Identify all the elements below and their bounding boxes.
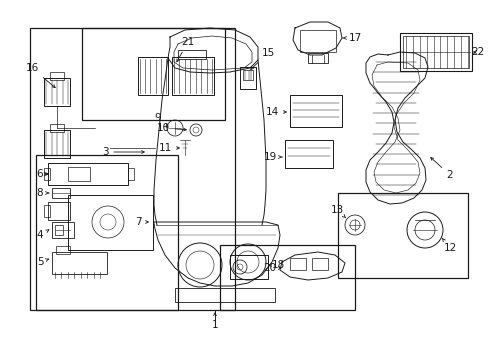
Bar xyxy=(48,163,128,185)
Bar xyxy=(128,168,134,180)
Text: 9: 9 xyxy=(154,113,167,127)
Bar xyxy=(240,67,256,89)
Bar xyxy=(307,53,327,63)
Bar xyxy=(44,205,50,217)
Bar xyxy=(243,70,252,80)
Bar xyxy=(44,168,50,180)
Text: 8: 8 xyxy=(37,188,49,198)
Bar xyxy=(337,193,467,278)
Bar xyxy=(68,167,90,181)
Bar xyxy=(36,155,178,310)
Bar xyxy=(229,255,267,279)
Bar xyxy=(175,288,274,302)
Text: 14: 14 xyxy=(265,107,285,117)
Bar xyxy=(50,124,64,132)
Bar xyxy=(220,245,354,310)
Text: 13: 13 xyxy=(330,205,345,218)
Bar xyxy=(52,252,107,274)
Bar xyxy=(30,28,235,310)
Bar xyxy=(56,246,70,254)
Bar xyxy=(68,195,153,250)
Text: 19: 19 xyxy=(263,152,282,162)
Text: 1: 1 xyxy=(211,313,218,330)
Bar xyxy=(402,36,468,68)
Text: 2: 2 xyxy=(430,157,452,180)
Text: 3: 3 xyxy=(102,147,144,157)
Bar xyxy=(52,188,70,198)
Bar xyxy=(55,225,63,235)
Text: 20: 20 xyxy=(263,263,281,273)
Bar xyxy=(82,28,224,120)
Text: 6: 6 xyxy=(37,169,47,179)
Text: 17: 17 xyxy=(342,33,361,43)
Bar xyxy=(311,258,327,270)
Text: 16: 16 xyxy=(25,63,55,87)
Text: 18: 18 xyxy=(268,260,284,270)
Text: 5: 5 xyxy=(37,257,49,267)
Bar xyxy=(44,130,70,158)
Bar xyxy=(48,202,70,220)
Bar xyxy=(178,50,205,59)
Text: 10: 10 xyxy=(156,123,186,133)
Bar xyxy=(52,222,74,238)
Text: 7: 7 xyxy=(134,217,148,227)
Bar xyxy=(172,57,214,95)
Bar xyxy=(44,78,70,106)
Bar xyxy=(299,30,335,52)
Bar xyxy=(285,140,332,168)
Bar xyxy=(138,57,168,95)
Bar xyxy=(399,33,471,71)
Text: 15: 15 xyxy=(250,48,274,69)
Bar xyxy=(289,258,305,270)
Text: 11: 11 xyxy=(158,143,179,153)
Bar xyxy=(50,72,64,80)
Bar xyxy=(289,95,341,127)
Text: 21: 21 xyxy=(177,37,194,62)
Text: 22: 22 xyxy=(470,47,484,57)
Text: 12: 12 xyxy=(441,238,456,253)
Text: 4: 4 xyxy=(37,230,49,240)
